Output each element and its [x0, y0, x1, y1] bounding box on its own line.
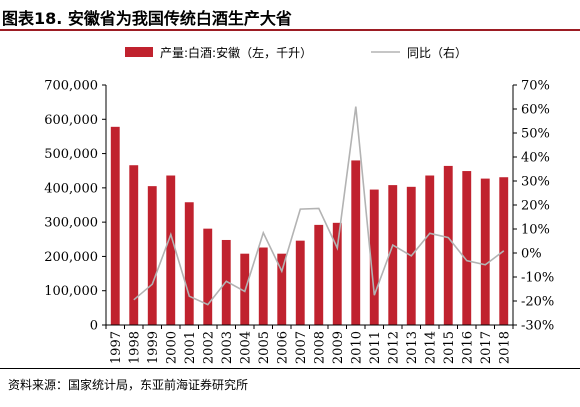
- bar: [203, 228, 213, 325]
- legend-line-label: 同比（右）: [407, 45, 467, 60]
- left-tick-label: 500,000: [44, 147, 98, 162]
- line-series: [133, 106, 505, 306]
- x-tick-label: 2000: [164, 331, 179, 364]
- legend-bar-swatch: [125, 47, 153, 57]
- bar: [147, 186, 157, 325]
- x-axis: 1997 1998 1999 2000 2001 2002 2003 2004 2005 2006…: [105, 324, 514, 364]
- chart: 产量:白酒:安徽（左，千升） 同比（右） 0 100,000 200,000 300,…: [44, 45, 554, 364]
- left-tick-label: 200,000: [44, 250, 98, 265]
- left-tick-label: 100,000: [44, 284, 98, 299]
- left-axis: 0 100,000 200,000 300,000 400,000 500,000 600,…: [44, 79, 107, 334]
- bar: [332, 222, 342, 325]
- left-tick-label: 700,000: [44, 79, 98, 94]
- left-tick-label: 600,000: [44, 113, 98, 128]
- x-tick-label: 2007: [294, 331, 309, 364]
- x-tick-label: 2005: [257, 331, 272, 364]
- bar: [277, 253, 287, 325]
- legend: 产量:白酒:安徽（左，千升） 同比（右）: [125, 45, 467, 60]
- right-tick-label: 30%: [521, 175, 550, 190]
- x-tick-label: 2010: [349, 331, 364, 364]
- right-tick-label: 20%: [521, 199, 550, 214]
- bar-series: [110, 126, 509, 325]
- left-tick-label: 0: [90, 319, 98, 334]
- x-tick-label: 2003: [220, 331, 235, 364]
- right-tick-label: 50%: [521, 127, 550, 142]
- x-tick-label: 2013: [405, 331, 420, 364]
- source-rule: [0, 368, 580, 369]
- bar: [369, 189, 379, 325]
- bar: [388, 185, 398, 325]
- figure-title: 图表18. 安徽省为我国传统白酒生产大省: [2, 9, 292, 28]
- bar: [480, 178, 490, 325]
- right-tick-label: -20%: [521, 295, 554, 310]
- right-tick-label: 60%: [521, 103, 550, 118]
- bar: [184, 202, 194, 325]
- x-tick-label: 2017: [479, 331, 494, 364]
- x-tick-label: 2006: [275, 331, 290, 364]
- bar: [351, 160, 361, 325]
- bar: [295, 240, 305, 325]
- x-tick-label: 2009: [331, 331, 346, 364]
- bar: [314, 224, 324, 325]
- title-rule: [0, 29, 580, 31]
- x-tick-label: 2011: [368, 331, 383, 364]
- right-tick-label: 10%: [521, 223, 550, 238]
- right-tick-label: -30%: [521, 319, 554, 334]
- bar: [110, 126, 120, 325]
- x-tick-label: 1997: [109, 331, 124, 364]
- yoy-line: [133, 106, 505, 306]
- x-tick-label: 2018: [497, 331, 512, 364]
- bar: [462, 171, 472, 325]
- x-tick-label: 1999: [146, 331, 161, 364]
- x-tick-label: 2016: [460, 331, 475, 364]
- right-axis: -30% -20% -10% 0% 10% 20% 30% 40% 50% 60% 70%: [512, 79, 554, 334]
- bar: [166, 175, 176, 325]
- right-tick-label: -10%: [521, 271, 554, 286]
- x-tick-label: 1998: [127, 331, 142, 364]
- source-note: 资料来源：国家统计局，东亚前海证券研究所: [8, 378, 249, 392]
- x-tick-label: 2015: [442, 331, 457, 364]
- left-tick-label: 300,000: [44, 216, 98, 231]
- x-tick-label: 2001: [183, 331, 198, 364]
- right-tick-label: 70%: [521, 79, 550, 94]
- right-tick-label: 40%: [521, 151, 550, 166]
- left-tick-label: 400,000: [44, 181, 98, 196]
- x-tick-label: 2002: [201, 331, 216, 364]
- x-tick-label: 2012: [386, 331, 401, 364]
- x-tick-label: 2014: [423, 331, 438, 364]
- bar: [443, 165, 453, 325]
- bar: [425, 175, 435, 325]
- bar: [258, 247, 268, 325]
- bar: [129, 165, 139, 325]
- right-tick-label: 0%: [521, 247, 542, 262]
- legend-bar-label: 产量:白酒:安徽（左，千升）: [160, 45, 312, 60]
- x-tick-label: 2008: [312, 331, 327, 364]
- x-tick-label: 2004: [238, 331, 253, 364]
